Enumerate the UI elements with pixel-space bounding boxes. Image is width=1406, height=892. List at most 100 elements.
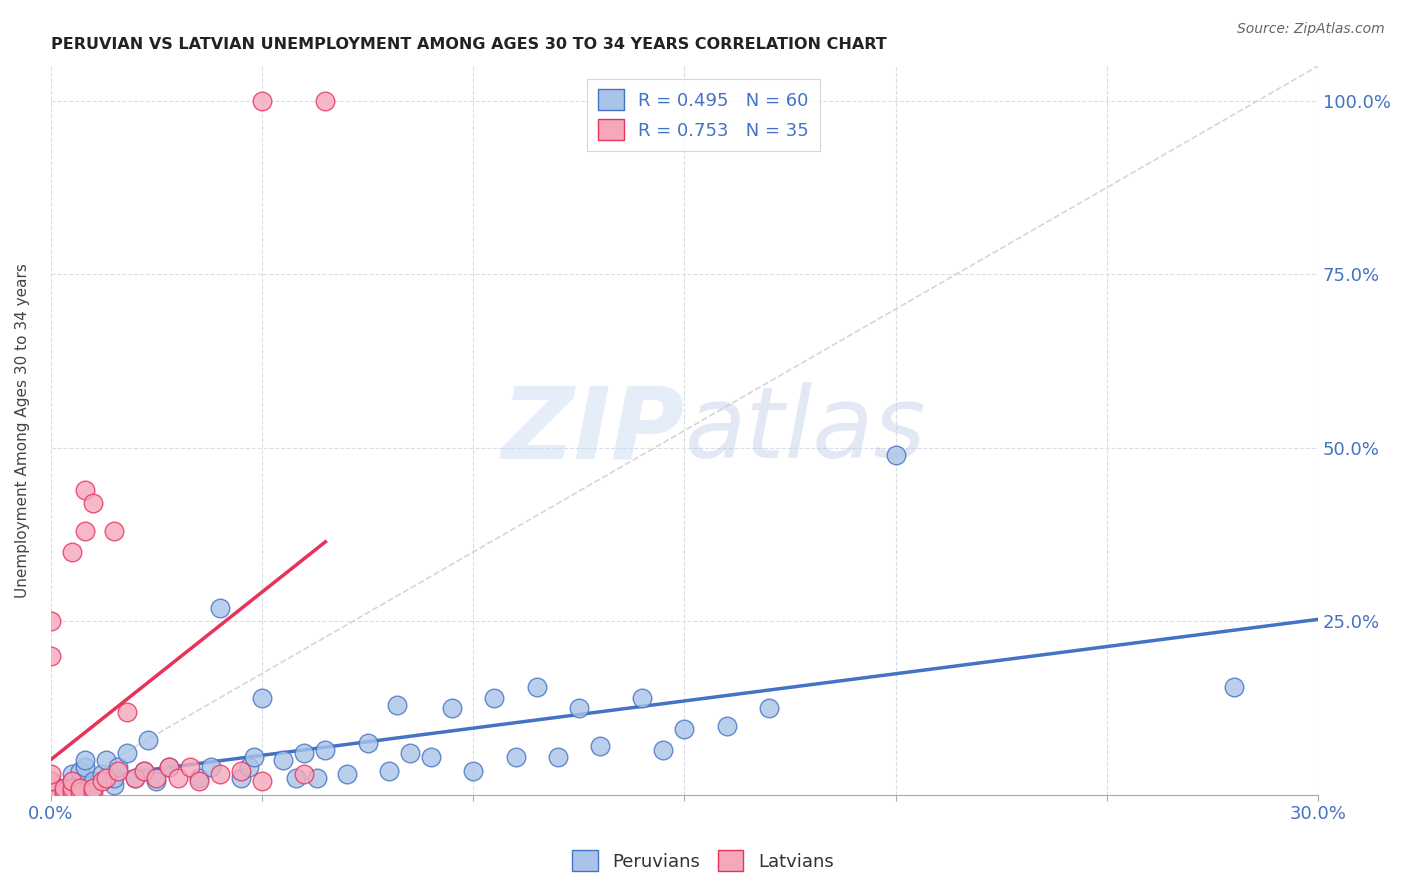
Point — [39, 767, 62, 781]
Point — [378, 764, 401, 778]
Point — [157, 760, 180, 774]
Point — [115, 705, 138, 719]
Point — [39, 774, 62, 789]
Text: Source: ZipAtlas.com: Source: ZipAtlas.com — [1237, 22, 1385, 37]
Point — [115, 747, 138, 761]
Point — [52, 784, 75, 798]
Point — [229, 764, 252, 778]
Point — [420, 750, 443, 764]
Point — [631, 690, 654, 705]
Point — [526, 681, 548, 695]
Point — [292, 747, 315, 761]
Point — [314, 743, 336, 757]
Point — [271, 753, 294, 767]
Point — [94, 753, 117, 767]
Point — [124, 771, 146, 785]
Point — [82, 781, 104, 796]
Point — [208, 767, 231, 781]
Point — [90, 767, 112, 781]
Point — [673, 722, 696, 736]
Point — [242, 750, 264, 764]
Point — [39, 784, 62, 798]
Point — [399, 747, 422, 761]
Point — [69, 781, 91, 796]
Point — [60, 784, 83, 798]
Point — [568, 701, 591, 715]
Point — [60, 774, 83, 789]
Point — [758, 701, 780, 715]
Point — [145, 771, 167, 785]
Point — [73, 760, 96, 774]
Point — [103, 771, 125, 785]
Point — [463, 764, 485, 778]
Point — [200, 760, 222, 774]
Point — [69, 784, 91, 798]
Text: ZIP: ZIP — [502, 382, 685, 479]
Y-axis label: Unemployment Among Ages 30 to 34 years: Unemployment Among Ages 30 to 34 years — [15, 263, 30, 598]
Point — [208, 600, 231, 615]
Point — [39, 784, 62, 798]
Point — [314, 94, 336, 108]
Point — [69, 784, 91, 798]
Point — [60, 781, 83, 796]
Point — [589, 739, 612, 754]
Point — [484, 690, 506, 705]
Point — [157, 760, 180, 774]
Point — [103, 778, 125, 792]
Point — [1222, 681, 1244, 695]
Point — [39, 774, 62, 789]
Point — [238, 760, 260, 774]
Point — [652, 743, 675, 757]
Point — [94, 771, 117, 785]
Point — [132, 764, 155, 778]
Point — [107, 760, 129, 774]
Point — [39, 781, 62, 796]
Point — [132, 764, 155, 778]
Point — [187, 771, 209, 785]
Point — [60, 781, 83, 796]
Point — [69, 781, 91, 796]
Point — [107, 764, 129, 778]
Point — [547, 750, 569, 764]
Point — [716, 718, 738, 732]
Point — [77, 784, 100, 798]
Point — [387, 698, 409, 712]
Point — [305, 771, 328, 785]
Point — [136, 732, 159, 747]
Point — [39, 781, 62, 796]
Legend: Peruvians, Latvians: Peruvians, Latvians — [565, 843, 841, 879]
Point — [60, 767, 83, 781]
Point — [179, 760, 201, 774]
Point — [82, 784, 104, 798]
Point — [82, 774, 104, 789]
Point — [187, 774, 209, 789]
Point — [60, 774, 83, 789]
Point — [284, 771, 307, 785]
Point — [73, 524, 96, 539]
Point — [145, 774, 167, 789]
Legend: R = 0.495   N = 60, R = 0.753   N = 35: R = 0.495 N = 60, R = 0.753 N = 35 — [588, 78, 820, 151]
Text: PERUVIAN VS LATVIAN UNEMPLOYMENT AMONG AGES 30 TO 34 YEARS CORRELATION CHART: PERUVIAN VS LATVIAN UNEMPLOYMENT AMONG A… — [51, 37, 887, 53]
Point — [73, 483, 96, 497]
Point — [90, 774, 112, 789]
Point — [292, 767, 315, 781]
Point — [229, 771, 252, 785]
Point — [356, 736, 378, 750]
Point — [82, 496, 104, 510]
Point — [103, 524, 125, 539]
Point — [124, 771, 146, 785]
Point — [441, 701, 464, 715]
Point — [60, 784, 83, 798]
Point — [69, 774, 91, 789]
Point — [52, 781, 75, 796]
Point — [505, 750, 527, 764]
Point — [166, 771, 188, 785]
Point — [250, 690, 273, 705]
Text: atlas: atlas — [685, 382, 927, 479]
Point — [39, 649, 62, 664]
Point — [335, 767, 357, 781]
Point — [60, 545, 83, 559]
Point — [69, 764, 91, 778]
Point — [250, 774, 273, 789]
Point — [884, 448, 907, 462]
